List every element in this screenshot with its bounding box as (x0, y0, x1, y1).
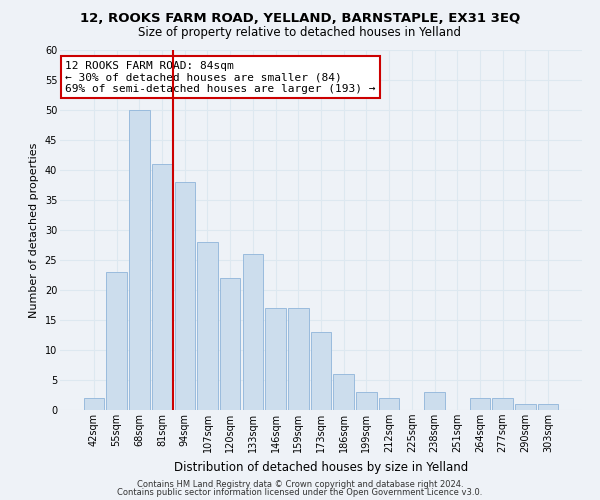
Bar (220, 278, 241, 410)
Text: Contains public sector information licensed under the Open Government Licence v3: Contains public sector information licen… (118, 488, 482, 497)
Bar (538, 404, 558, 410)
Bar (311, 332, 331, 410)
Bar (334, 374, 354, 410)
Text: 12 ROOKS FARM ROAD: 84sqm
← 30% of detached houses are smaller (84)
69% of semi-: 12 ROOKS FARM ROAD: 84sqm ← 30% of detac… (65, 61, 376, 94)
Bar (106, 272, 127, 410)
Text: Size of property relative to detached houses in Yelland: Size of property relative to detached ho… (139, 26, 461, 39)
Bar (356, 392, 377, 410)
Bar (379, 398, 400, 410)
Bar (424, 392, 445, 410)
Bar (197, 242, 218, 410)
Y-axis label: Number of detached properties: Number of detached properties (29, 142, 39, 318)
Bar (265, 308, 286, 410)
X-axis label: Distribution of detached houses by size in Yelland: Distribution of detached houses by size … (174, 460, 468, 473)
Text: 12, ROOKS FARM ROAD, YELLAND, BARNSTAPLE, EX31 3EQ: 12, ROOKS FARM ROAD, YELLAND, BARNSTAPLE… (80, 12, 520, 26)
Bar (175, 182, 195, 410)
Bar (493, 398, 513, 410)
Text: Contains HM Land Registry data © Crown copyright and database right 2024.: Contains HM Land Registry data © Crown c… (137, 480, 463, 489)
Bar (84, 398, 104, 410)
Bar (152, 164, 172, 410)
Bar (129, 110, 149, 410)
Bar (515, 404, 536, 410)
Bar (288, 308, 308, 410)
Bar (470, 398, 490, 410)
Bar (242, 254, 263, 410)
